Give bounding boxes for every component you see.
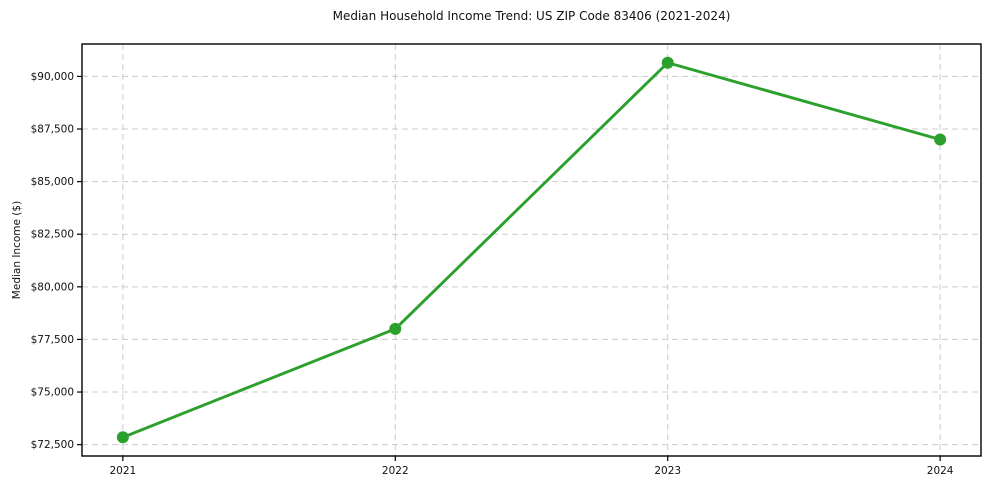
x-tick-label: 2021 (109, 465, 136, 477)
y-tick-label: $72,500 (31, 439, 74, 451)
axis-spines (81, 43, 982, 457)
data-point-2021 (116, 431, 129, 444)
y-tick-label: $85,000 (31, 176, 74, 188)
chart-title: Median Household Income Trend: US ZIP Co… (332, 9, 731, 23)
y-tick-label: $87,500 (31, 124, 74, 136)
y-tick-label: $75,000 (31, 387, 74, 399)
plot-area (82, 44, 981, 456)
y-tick-label: $90,000 (31, 71, 74, 83)
data-point-2024 (934, 133, 947, 146)
y-tick-label: $77,500 (31, 334, 74, 346)
y-tick-label: $82,500 (31, 229, 74, 241)
x-tick-label: 2024 (927, 465, 954, 477)
trend-line (121, 61, 942, 439)
data-point-2022 (389, 322, 402, 335)
x-tick-label: 2022 (382, 465, 409, 477)
x-tick-label: 2023 (654, 465, 681, 477)
y-axis-label: Median Income ($) (11, 200, 23, 300)
data-point-2023 (661, 56, 674, 69)
y-tick-label: $80,000 (31, 281, 74, 293)
